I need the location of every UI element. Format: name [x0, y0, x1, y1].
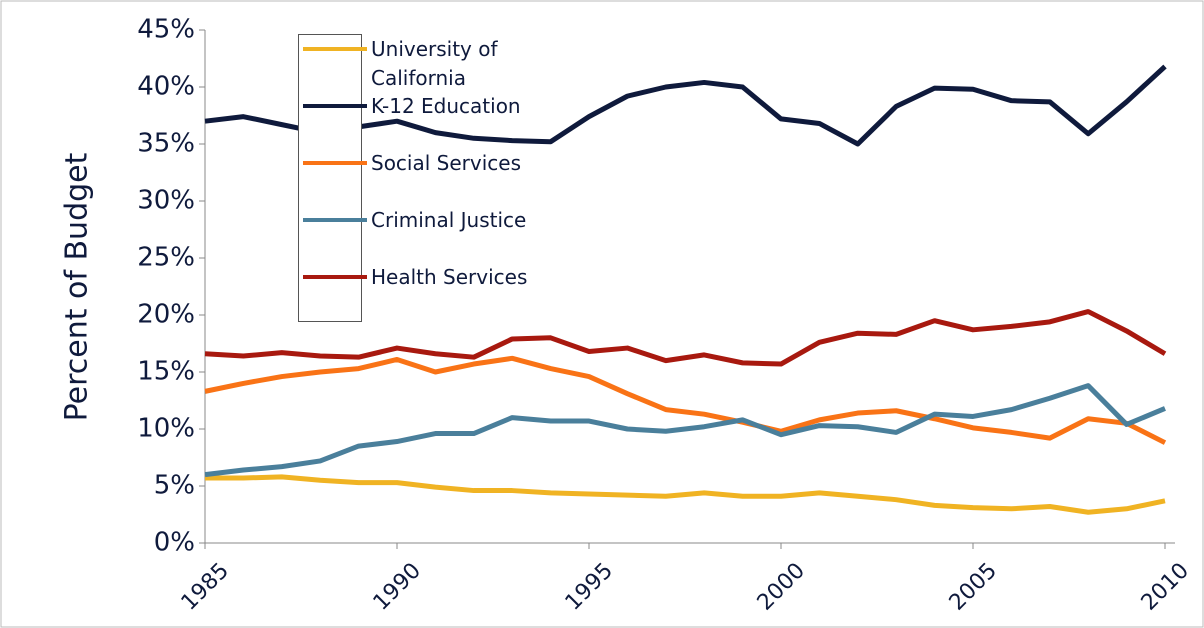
- legend: University of California K-12 Education So…: [298, 34, 527, 322]
- legend-swatch: [303, 218, 367, 222]
- y-tick-label: 40%: [137, 72, 195, 102]
- x-tick-label: 1985: [177, 558, 234, 615]
- series-line: [204, 383, 1166, 478]
- x-tick-label: 1990: [369, 558, 426, 615]
- legend-label: Criminal Justice: [371, 208, 527, 232]
- legend-swatch: [303, 161, 367, 165]
- legend-swatch: [303, 47, 367, 51]
- x-tick-label: 2010: [1137, 558, 1194, 615]
- y-axis-label: Percent of Budget: [60, 152, 95, 421]
- series-line: [204, 64, 1167, 147]
- y-tick-label: 5%: [154, 471, 195, 501]
- legend-swatch: [303, 275, 367, 279]
- x-tick-label: 2005: [945, 558, 1002, 615]
- y-tick-label: 10%: [137, 414, 195, 444]
- series-line: [205, 474, 1166, 515]
- y-tick-label: 20%: [137, 300, 195, 330]
- legend-label: Health Services: [371, 265, 528, 289]
- x-tick-label: 1995: [561, 558, 618, 615]
- series-line: [204, 355, 1167, 445]
- y-tick-label: 35%: [137, 129, 195, 159]
- legend-label: Social Services: [371, 151, 521, 175]
- y-tick-label: 0%: [154, 528, 195, 558]
- y-tick-label: 25%: [137, 243, 195, 273]
- series-line: [204, 309, 1167, 367]
- legend-swatch: [303, 104, 367, 108]
- y-tick-label: 45%: [137, 15, 195, 45]
- y-tick-label: 30%: [137, 186, 195, 216]
- legend-label: K-12 Education: [371, 94, 521, 118]
- y-tick-label: 15%: [137, 357, 195, 387]
- x-tick-label: 2000: [753, 558, 810, 615]
- legend-label: University of California: [371, 37, 498, 90]
